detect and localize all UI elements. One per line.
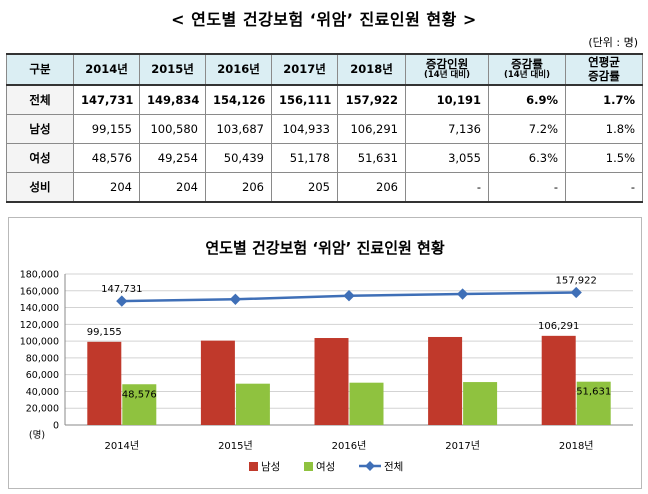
table-cell: 50,439	[205, 143, 272, 173]
legend-marker-전체	[365, 461, 375, 471]
point-전체	[229, 293, 242, 305]
x-tick-label: 2015년	[218, 440, 253, 452]
table-cell: 10,191	[405, 84, 489, 115]
table-cell: 104,933	[271, 114, 338, 144]
table-cell: 1.8%	[565, 114, 643, 144]
y-tick-label: 120,000	[20, 320, 59, 331]
x-tick-label: 2017년	[445, 440, 480, 452]
chart-container: 연도별 건강보험 ‘위암’ 진료인원 현황 0 20,000 40,000 60,000…	[8, 217, 642, 489]
bar-남성	[314, 338, 349, 425]
row-label: 성비	[6, 172, 74, 203]
table-cell: 51,178	[271, 143, 338, 173]
header-cell: 연평균 증감률	[565, 53, 643, 86]
table-cell: 7.2%	[488, 114, 566, 144]
y-tick-label: 80,000	[26, 353, 59, 364]
table-cell: 154,126	[205, 84, 272, 115]
table-cell: 206	[205, 172, 272, 203]
table-cell: 157,922	[337, 84, 406, 115]
table-cell: 100,580	[139, 114, 206, 144]
table-cell: 147,731	[73, 84, 140, 115]
header-cell: 2017년	[271, 53, 338, 86]
table-cell: 99,155	[73, 114, 140, 144]
table-cell: 204	[139, 172, 206, 203]
y-axis-label: (명)	[29, 430, 45, 441]
legend-label: 남성	[261, 461, 280, 473]
bar-여성	[463, 382, 498, 425]
bar-여성	[349, 382, 384, 425]
legend-label: 전체	[384, 461, 403, 473]
bar-남성	[428, 336, 463, 425]
y-tick-label: 160,000	[20, 286, 59, 297]
row-label: 여성	[6, 143, 74, 173]
chart-title: 연도별 건강보험 ‘위암’ 진료인원 현황	[205, 239, 444, 257]
table-cell: 205	[271, 172, 338, 203]
point-전체	[570, 286, 582, 299]
header-cell: 구분	[6, 53, 74, 86]
table-row: 남성 99,155 100,580 103,687 104,933 106,29…	[6, 114, 643, 144]
x-tick-label: 2014년	[104, 440, 139, 452]
table-cell: 103,687	[205, 114, 272, 144]
table-cell: 206	[337, 172, 406, 203]
header-cell: 증감인원 (14년 대비)	[405, 53, 489, 86]
legend-swatch-남성	[249, 462, 258, 471]
table-cell: 156,111	[271, 84, 338, 115]
table-cell: 48,576	[73, 143, 140, 173]
table-cell: 1.5%	[565, 143, 643, 173]
table-header-row: 구분 2014년 2015년 2016년 2017년 2018년 증감인원 (14…	[6, 53, 643, 86]
data-label: 51,631	[576, 387, 611, 398]
legend-label: 여성	[316, 461, 335, 473]
table-cell: 6.9%	[488, 84, 566, 115]
y-tick-label: 100,000	[20, 337, 59, 348]
header-cell: 2014년	[73, 53, 140, 86]
page-title: < 연도별 건강보험 ‘위암’ 진료인원 현황 >	[171, 10, 477, 29]
table-cell: 149,834	[139, 84, 206, 115]
y-tick-label: 40,000	[26, 387, 59, 398]
unit-label: (단위 : 명)	[588, 36, 638, 49]
header-cell: 2016년	[205, 53, 272, 86]
row-label: 남성	[6, 114, 74, 144]
table-cell: 49,254	[139, 143, 206, 173]
table-row: 성비 204 204 206 205 206 - - -	[6, 172, 643, 203]
table-cell: 6.3%	[488, 143, 566, 173]
point-전체	[116, 295, 128, 307]
data-label: 48,576	[122, 389, 157, 400]
table-cell: 51,631	[337, 143, 406, 173]
y-tick-label: 180,000	[20, 270, 59, 281]
bar-여성	[122, 384, 157, 425]
data-label: 99,155	[87, 327, 122, 338]
table-cell: 106,291	[337, 114, 406, 144]
data-label: 147,731	[101, 284, 142, 295]
table-cell: -	[405, 172, 489, 203]
table-cell: -	[488, 172, 566, 203]
header-cell: 2015년	[139, 53, 206, 86]
table-cell: 1.7%	[565, 84, 643, 115]
table-cell: -	[565, 172, 643, 203]
header-cell: 2018년	[337, 53, 406, 86]
y-tick-label: 60,000	[26, 370, 59, 381]
bar-남성	[200, 340, 235, 425]
table-row: 여성 48,576 49,254 50,439 51,178 51,631 3,…	[6, 143, 643, 173]
header-cell: 증감률 (14년 대비)	[488, 53, 566, 86]
x-tick-label: 2018년	[559, 440, 594, 452]
bar-여성	[576, 381, 611, 425]
chart-svg: 연도별 건강보험 ‘위암’ 진료인원 현황 0 20,000 40,000 60,000…	[20, 239, 633, 473]
table-row: 전체 147,731 149,834 154,126 156,111 157,9…	[6, 84, 643, 115]
data-label: 106,291	[538, 321, 579, 332]
point-전체	[343, 290, 355, 302]
table-cell: 204	[73, 172, 140, 203]
point-전체	[456, 288, 469, 300]
bar-여성	[235, 383, 270, 425]
y-tick-label: 140,000	[20, 303, 59, 314]
legend-swatch-여성	[304, 462, 313, 471]
data-label: 157,922	[556, 276, 597, 287]
x-tick-label: 2016년	[332, 440, 367, 452]
bar-남성	[87, 341, 122, 425]
table-cell: 3,055	[405, 143, 489, 173]
bar-남성	[541, 335, 576, 425]
y-tick-label: 20,000	[26, 404, 59, 415]
row-label: 전체	[6, 84, 74, 115]
y-tick-label: 0	[53, 421, 59, 432]
stats-table: 구분 2014년 2015년 2016년 2017년 2018년 증감인원 (14…	[6, 53, 643, 203]
table-cell: 7,136	[405, 114, 489, 144]
